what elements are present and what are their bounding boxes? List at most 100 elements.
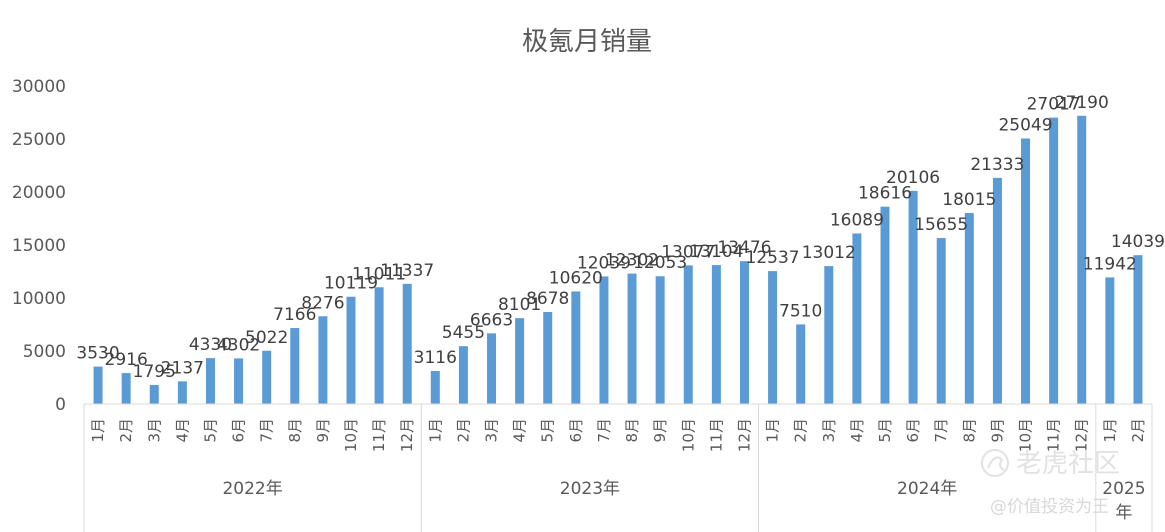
data-label: 2916 [105, 350, 148, 370]
data-label: 14039 [1111, 232, 1165, 252]
month-tick-label: 10月 [1017, 418, 1035, 452]
chart-title: 极氪月销量 [522, 27, 652, 57]
bar [93, 366, 103, 404]
bar [458, 346, 468, 404]
bar [571, 291, 581, 404]
month-tick-label: 5月 [201, 418, 219, 443]
bar [992, 177, 1002, 404]
month-tick-label: 1月 [764, 418, 782, 443]
bar [936, 238, 946, 404]
month-tick-label: 11月 [707, 418, 725, 452]
bar [543, 312, 553, 404]
bar [318, 316, 328, 404]
month-tick-label: 1月 [1101, 418, 1119, 443]
data-label: 27017 [1027, 95, 1081, 115]
bar [852, 233, 862, 404]
bar [121, 373, 131, 404]
month-tick-label: 7月 [258, 418, 276, 443]
month-tick-label: 12月 [735, 418, 753, 452]
y-tick-label: 30000 [12, 77, 66, 97]
month-tick-label: 8月 [960, 418, 978, 443]
data-label: 10119 [324, 274, 378, 294]
y-tick-label: 0 [55, 395, 66, 415]
data-label: 21333 [970, 155, 1024, 175]
data-label: 2137 [161, 358, 204, 378]
bar [964, 213, 974, 404]
bar [824, 266, 834, 404]
data-label: 13476 [717, 238, 771, 258]
month-tick-label: 8月 [286, 418, 304, 443]
data-label: 8276 [301, 293, 344, 313]
data-label: 25049 [998, 115, 1052, 135]
month-tick-label: 7月 [932, 418, 950, 443]
year-group-label: 2024年 [897, 479, 957, 499]
bar [739, 261, 749, 404]
tiger-logo-icon [981, 449, 1009, 477]
watermark-brand: 老虎社区 [1016, 449, 1120, 479]
bar [374, 287, 384, 404]
month-tick-label: 9月 [314, 418, 332, 443]
month-tick-label: 2月 [1129, 418, 1147, 443]
data-label: 13104 [689, 242, 743, 262]
data-label: 16089 [830, 210, 884, 230]
month-tick-label: 2月 [792, 418, 810, 443]
month-tick-label: 6月 [904, 418, 922, 443]
data-label: 12053 [633, 253, 687, 273]
month-tick-label: 3月 [145, 418, 163, 443]
year-group-label: 2025 年 [1102, 479, 1145, 523]
month-tick-label: 4月 [173, 418, 191, 443]
bar [796, 324, 806, 404]
month-tick-label: 1月 [426, 418, 444, 443]
month-tick-label: 2月 [117, 418, 135, 443]
bar [768, 271, 778, 404]
data-label: 7166 [273, 305, 316, 325]
bar [1021, 138, 1031, 405]
data-label: 4330 [189, 335, 232, 355]
data-label: 3116 [414, 348, 457, 368]
bar [149, 384, 159, 404]
month-tick-label: 3月 [820, 418, 838, 443]
data-label: 1795 [133, 362, 176, 382]
bar [1105, 277, 1115, 404]
data-label: 13077 [661, 242, 715, 262]
watermark-handle: @价值投资为王 [990, 497, 1109, 517]
month-tick-label: 6月 [230, 418, 248, 443]
month-tick-label: 5月 [539, 418, 557, 443]
month-tick-label: 4月 [511, 418, 529, 443]
bar [599, 276, 609, 404]
data-label: 18616 [858, 184, 912, 204]
data-label: 4302 [217, 335, 260, 355]
bar [908, 190, 918, 404]
month-tick-label: 10月 [342, 418, 360, 452]
bar [1133, 255, 1143, 404]
watermark: 老虎社区 @价值投资为王 [981, 449, 1120, 517]
data-label: 3530 [76, 344, 119, 364]
data-label: 18015 [942, 190, 996, 210]
bar [177, 381, 187, 404]
y-tick-label: 25000 [12, 130, 66, 150]
data-label: 11942 [1083, 254, 1137, 274]
month-tick-label: 4月 [848, 418, 866, 443]
y-tick-label: 10000 [12, 289, 66, 309]
data-label: 27190 [1055, 93, 1109, 113]
bar [627, 273, 637, 404]
bar [402, 283, 412, 404]
data-label: 12302 [605, 251, 659, 271]
y-tick-label: 15000 [12, 236, 66, 256]
y-axis: 0 5000 10000 15000 20000 25000 30000 [12, 77, 66, 415]
bar [711, 265, 721, 404]
month-tick-label: 8月 [623, 418, 641, 443]
data-label: 12039 [577, 253, 631, 273]
month-tick-label: 6月 [567, 418, 585, 443]
bar [1049, 117, 1059, 404]
data-label: 15655 [914, 215, 968, 235]
bar [234, 358, 244, 404]
x-axis: 1月 2月 3月 4月 5月 6月 7月 8月 9月 10月 11月 12月 2022年 1月 2月 3月 4月… [83, 403, 1153, 532]
month-tick-label: 1月 [89, 418, 107, 443]
bar [515, 318, 525, 404]
bar [880, 206, 890, 404]
data-label: 10620 [549, 268, 603, 288]
